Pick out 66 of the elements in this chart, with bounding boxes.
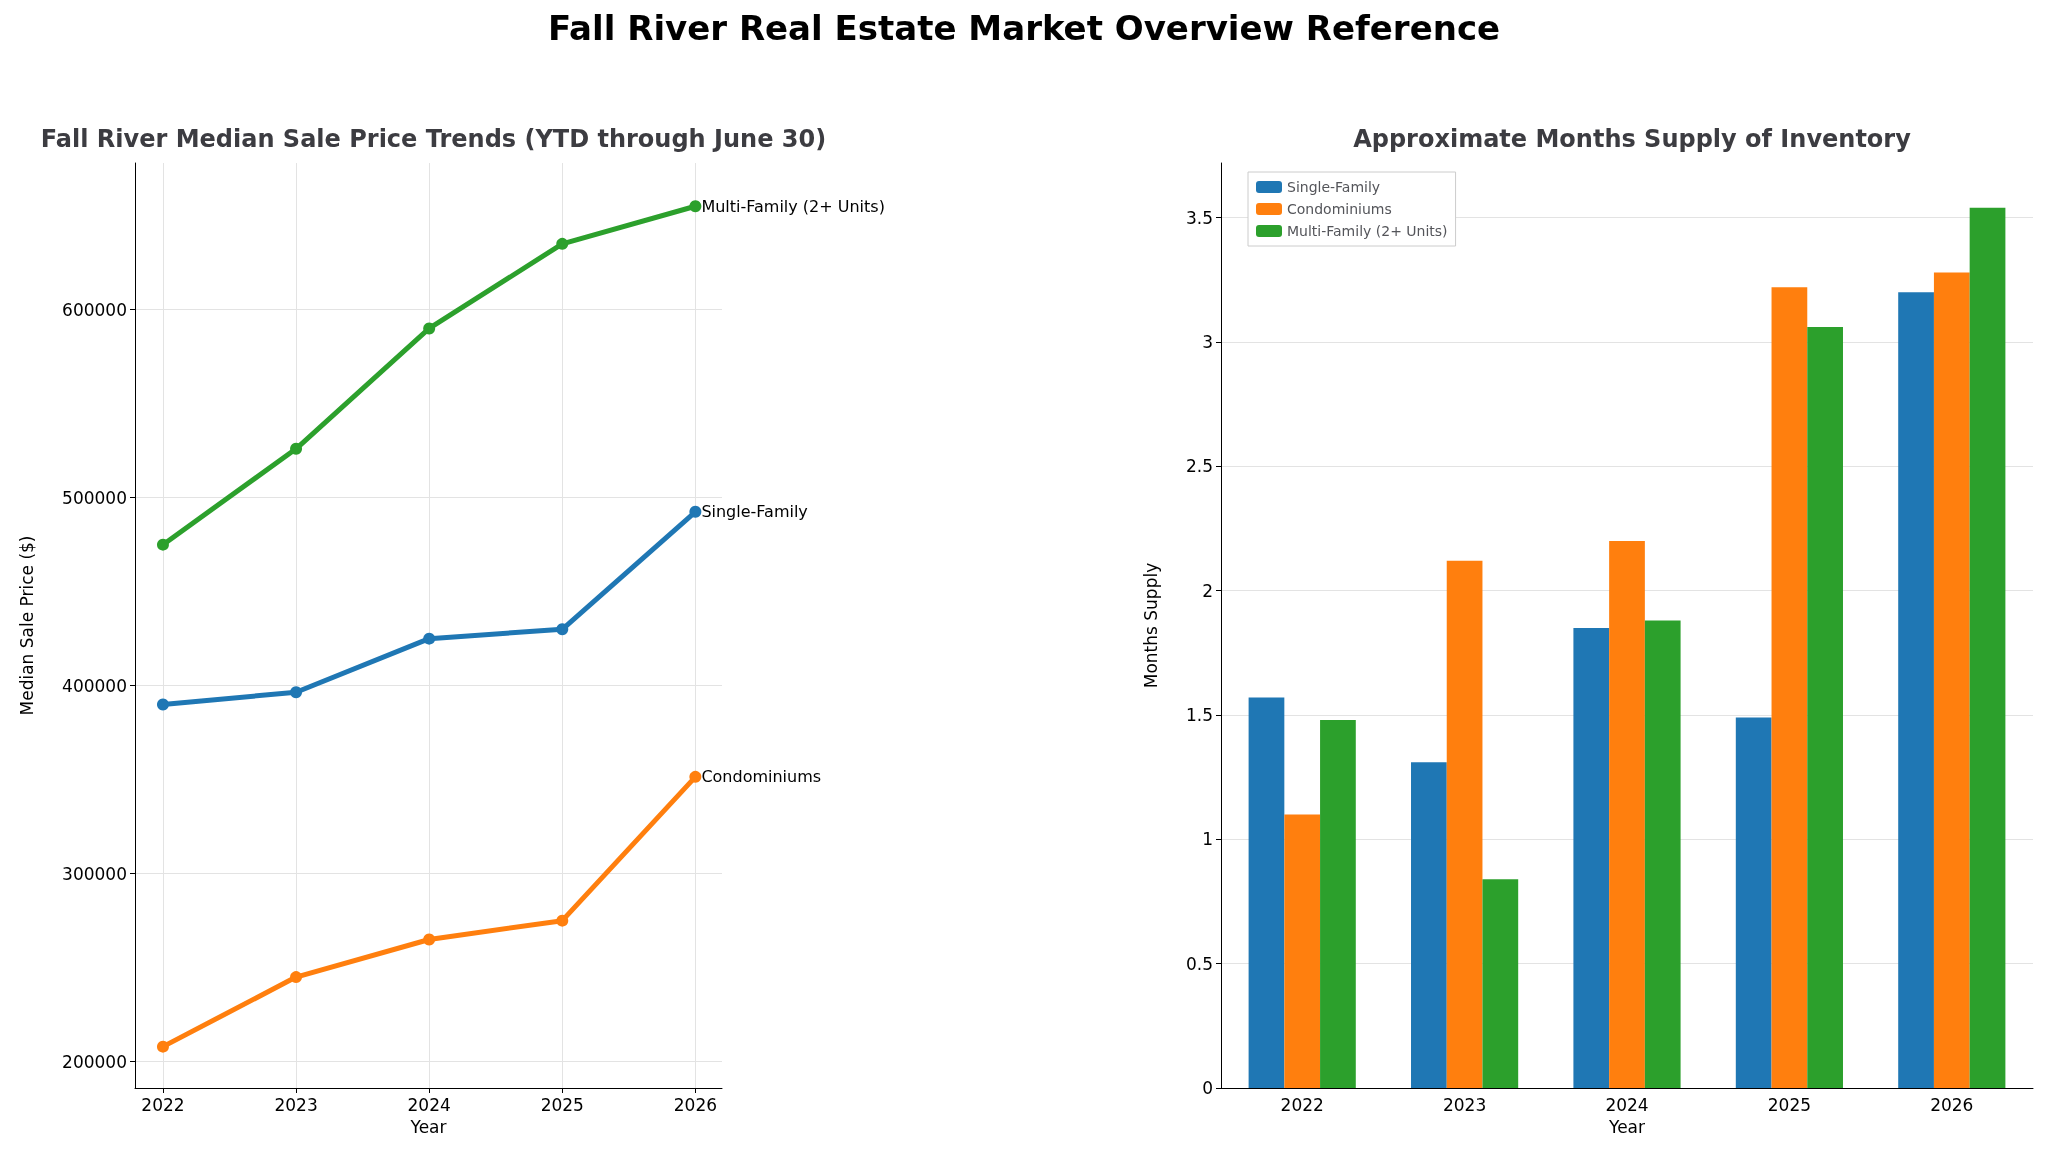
chart-title: Approximate Months Supply of Inventory	[1353, 125, 1912, 153]
y-tick-label: 0.5	[1185, 953, 1213, 974]
bar	[1248, 697, 1285, 1088]
chart-title: Fall River Median Sale Price Trends (YTD through June 30)	[40, 125, 827, 153]
x-tick-label: 2023	[274, 1094, 318, 1115]
x-axis-title: Year	[409, 1116, 447, 1137]
bar	[1644, 620, 1681, 1088]
bar	[1969, 207, 2006, 1088]
y-tick-label: 200000	[62, 1051, 127, 1072]
bar	[1898, 292, 1934, 1088]
point	[290, 971, 303, 984]
x-tick-label: 2025	[1767, 1094, 1812, 1115]
x-axis-title: Year	[1608, 1116, 1645, 1137]
bar	[1933, 272, 1970, 1088]
bar	[1771, 287, 1808, 1088]
y-axis-title: Median Sale Price ($)	[16, 535, 37, 716]
y-tick-label: 600000	[62, 299, 127, 320]
point	[689, 770, 702, 783]
x-tick-label: 2026	[1930, 1094, 1974, 1115]
point	[689, 200, 702, 213]
y-tick-label: 1	[1202, 829, 1213, 850]
x-tick-label: 2024	[1605, 1094, 1649, 1115]
point	[156, 698, 169, 711]
bar	[1284, 814, 1321, 1088]
point	[156, 538, 169, 551]
x-tick-label: 2024	[407, 1094, 451, 1115]
bar	[1320, 719, 1356, 1088]
y-axis-title: Months Supply	[1140, 562, 1161, 689]
series-label: Multi-Family (2+ Units)	[701, 196, 885, 216]
point	[290, 686, 303, 699]
x-tick-label: 2026	[673, 1094, 718, 1115]
text: Fall River Real Estate Market Overview Reference	[546, 8, 1502, 48]
y-tick-label: 2	[1202, 580, 1213, 601]
bar	[1411, 762, 1447, 1088]
point	[423, 322, 436, 335]
point	[290, 442, 303, 455]
series-label: Single-Family	[701, 502, 808, 522]
y-tick-label: 400000	[62, 675, 127, 696]
bar	[1807, 327, 1843, 1088]
point	[156, 1040, 169, 1053]
point	[556, 914, 569, 927]
x-tick-label: 2022	[141, 1094, 185, 1115]
bar	[1609, 540, 1645, 1088]
point	[556, 237, 569, 250]
point	[423, 933, 436, 946]
y-tick-label: 1.5	[1185, 705, 1213, 726]
y-tick-label: 2.5	[1185, 456, 1213, 477]
legend-label: Multi-Family (2+ Units)	[1287, 223, 1448, 239]
point	[423, 632, 436, 645]
y-tick-label: 3.5	[1185, 207, 1213, 228]
legend-label: Single-Family	[1287, 179, 1381, 195]
bar	[1482, 879, 1519, 1088]
legend-label: Condominiums	[1287, 201, 1392, 217]
x-tick-label: 2025	[540, 1094, 584, 1115]
y-tick-label: 300000	[62, 863, 127, 884]
x-tick-label: 2023	[1442, 1094, 1487, 1115]
point	[556, 623, 569, 636]
series-label: Condominiums	[701, 767, 822, 787]
y-tick-label: 0	[1202, 1078, 1213, 1098]
bar	[1573, 627, 1610, 1088]
point	[689, 505, 702, 518]
bar	[1446, 560, 1483, 1088]
bar	[1735, 717, 1772, 1088]
y-tick-label: 3	[1202, 332, 1213, 353]
y-tick-label: 500000	[62, 487, 127, 508]
x-tick-label: 2022	[1280, 1094, 1324, 1115]
